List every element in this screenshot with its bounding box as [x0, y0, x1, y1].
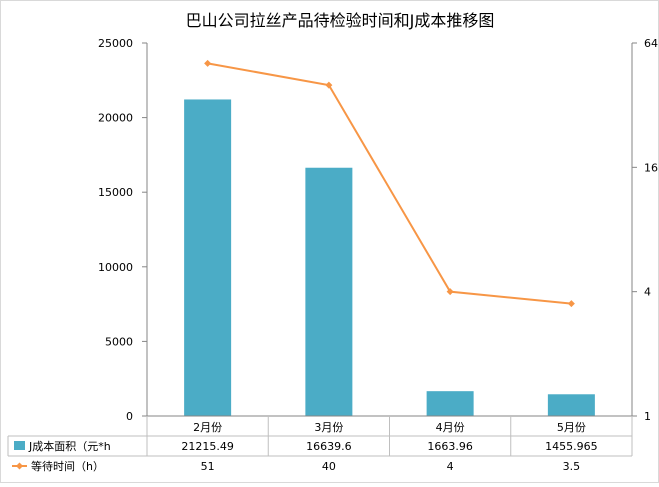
table-cell-bar-value: 16639.6: [306, 440, 352, 453]
table-cell-line-value: 4: [447, 460, 454, 473]
category-label: 2月份: [193, 421, 222, 434]
category-label: 3月份: [314, 421, 343, 434]
left-axis-tick-label: 10000: [98, 261, 133, 274]
chart-title: 巴山公司拉丝产品待检验时间和J成本推移图: [186, 11, 495, 30]
table-cell-line-value: 3.5: [563, 460, 581, 473]
right-axis-tick-label: 16: [644, 161, 658, 174]
right-axis: 1 4 16 64: [631, 37, 658, 423]
bar-2: [305, 167, 353, 416]
table-cell-line-value: 51: [201, 460, 215, 473]
right-axis-tick-label: 64: [644, 37, 658, 50]
bar-1: [184, 99, 232, 416]
left-axis-tick-label: 20000: [98, 112, 133, 125]
line-marker-2: [325, 81, 333, 89]
bar-4: [547, 394, 595, 416]
table-cell-bar-value: 1455.965: [545, 440, 598, 453]
left-axis-tick-label: 5000: [105, 335, 133, 348]
line-series: [204, 59, 575, 308]
right-axis-tick-label: 1: [644, 410, 651, 423]
left-axis-tick-label: 25000: [98, 37, 133, 50]
legend-key-marker: [16, 462, 23, 470]
bar-series: [184, 99, 595, 416]
line-marker-3: [446, 288, 454, 296]
left-axis: 0 5000 10000 15000 20000 25000: [98, 37, 148, 423]
left-axis-tick-label: 15000: [98, 186, 133, 199]
legend-label-bar: J成本面积（元*h: [28, 439, 111, 453]
legend-label-line: 等待时间（h）: [31, 459, 104, 473]
table-cell-bar-value: 21215.49: [181, 440, 234, 453]
table-cell-line-value: 40: [322, 460, 336, 473]
category-label: 4月份: [436, 421, 465, 434]
right-axis-tick-label: 4: [644, 286, 651, 299]
waiting-time-line: [207, 62, 572, 305]
legend-key-bar: [14, 441, 25, 450]
left-axis-tick-label: 0: [126, 410, 133, 423]
table-cell-bar-value: 1663.96: [427, 440, 473, 453]
category-label: 5月份: [557, 421, 586, 434]
bar-3: [426, 391, 474, 416]
line-marker-4: [567, 300, 575, 308]
line-marker-1: [204, 59, 212, 67]
data-table: 2月份 3月份 4月份 5月份 J成本面积（元*h 21215.49 16639.6 1663…: [7, 415, 633, 473]
